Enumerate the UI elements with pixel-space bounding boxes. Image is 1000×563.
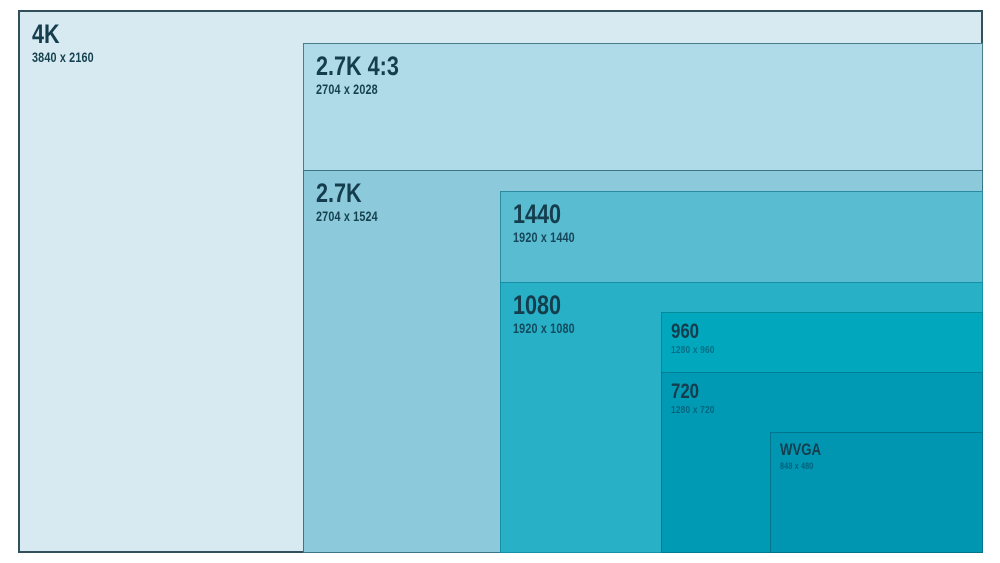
resolution-title-1440: 1440 (513, 199, 562, 229)
resolution-subtitle-wvga: 848 x 480 (780, 460, 814, 471)
resolution-label-720: 720 1280 x 720 (662, 373, 982, 415)
resolution-label-1080: 1080 1920 x 1080 (501, 283, 982, 335)
resolution-title-wvga: WVGA (780, 441, 822, 459)
resolution-subtitle-2-7k: 2704 x 1524 (316, 208, 378, 224)
resolution-subtitle-4k: 3840 x 2160 (32, 49, 94, 65)
resolution-title-2-7k-4-3: 2.7K 4:3 (316, 51, 399, 81)
resolution-title-4k: 4K (32, 19, 60, 49)
resolution-title-960: 960 (671, 320, 700, 343)
resolution-subtitle-960: 1280 x 960 (671, 343, 715, 356)
resolution-label-2-7k: 2.7K 2704 x 1524 (304, 171, 982, 223)
resolution-subtitle-1080: 1920 x 1080 (513, 320, 575, 336)
resolution-subtitle-2-7k-4-3: 2704 x 2028 (316, 81, 378, 97)
resolution-title-720: 720 (671, 380, 700, 403)
resolution-subtitle-1440: 1920 x 1440 (513, 229, 575, 245)
resolution-subtitle-720: 1280 x 720 (671, 403, 715, 416)
resolution-title-1080: 1080 (513, 290, 562, 320)
resolution-box-wvga: WVGA 848 x 480 (770, 432, 983, 553)
resolution-label-1440: 1440 1920 x 1440 (501, 192, 982, 244)
resolution-label-960: 960 1280 x 960 (662, 313, 982, 355)
resolution-label-wvga: WVGA 848 x 480 (771, 433, 982, 471)
resolution-label-2-7k-4-3: 2.7K 4:3 2704 x 2028 (304, 44, 982, 96)
resolution-title-2-7k: 2.7K (316, 178, 362, 208)
resolution-label-4k: 4K 3840 x 2160 (20, 12, 981, 64)
